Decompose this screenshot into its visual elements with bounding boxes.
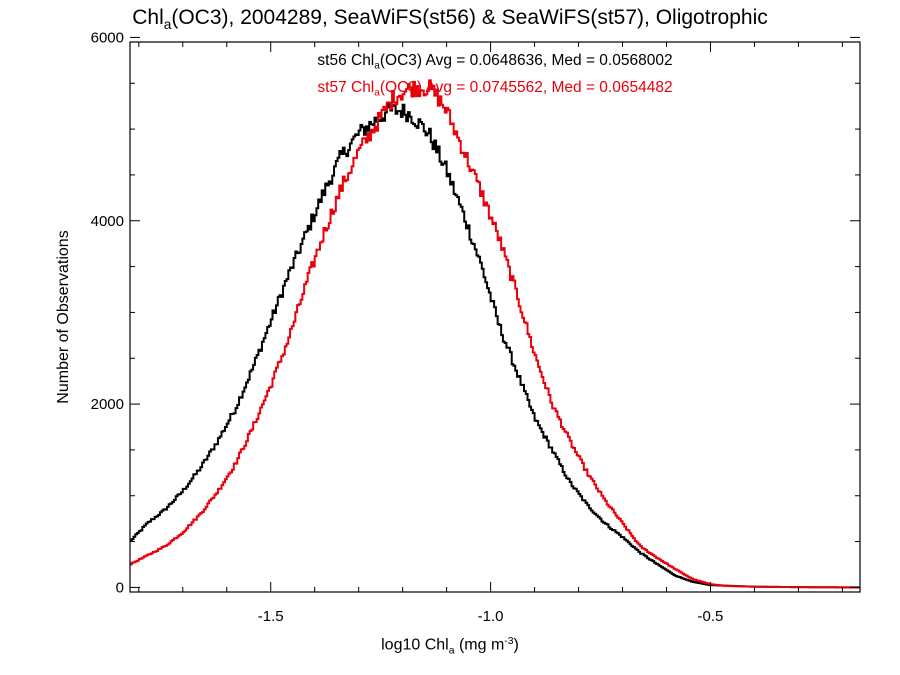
- series-layer: [130, 79, 860, 589]
- x-tick-label: -1.0: [478, 608, 504, 625]
- y-tick-label: 0: [116, 579, 124, 596]
- y-axis-label: Number of Observations: [55, 230, 72, 404]
- y-tick-label: 4000: [91, 213, 124, 230]
- axis-layer: -1.5 -1.0 -0.5 0 2000 4000 6000: [91, 29, 860, 625]
- x-axis-label: log10 Chla (mg m-3): [381, 636, 519, 657]
- series-st56-line: [130, 103, 860, 589]
- x-tick-label: -0.5: [698, 608, 724, 625]
- st56-stats-annotation: st56 Chla(OC3) Avg = 0.0648636, Med = 0.…: [317, 52, 673, 72]
- st57-stats-annotation: st57 Chla(OC3) Avg = 0.0745562, Med = 0.…: [317, 79, 673, 99]
- series-st57-line: [130, 79, 860, 589]
- y-tick-label: 6000: [91, 29, 124, 46]
- x-tick-label: -1.5: [258, 608, 284, 625]
- chart-title: Chla(OC3), 2004289, SeaWiFS(st56) & SeaW…: [132, 6, 768, 32]
- y-tick-label: 2000: [91, 396, 124, 413]
- plot-frame: [129, 41, 861, 593]
